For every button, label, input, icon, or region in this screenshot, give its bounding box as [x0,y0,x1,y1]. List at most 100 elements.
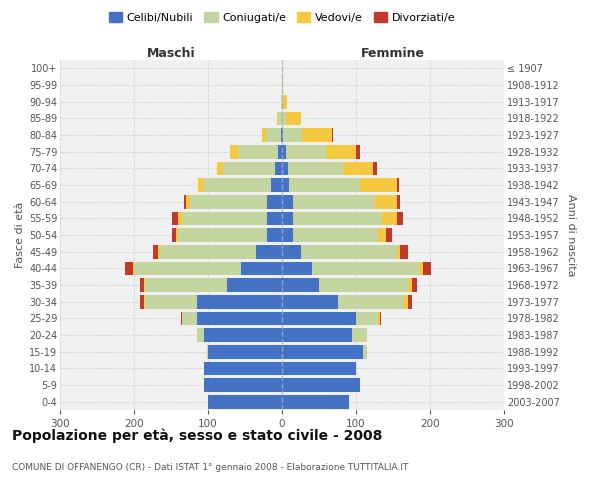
Bar [288,162,343,175]
Bar [282,145,286,158]
Bar [374,195,397,208]
Bar [286,145,326,158]
Bar [267,228,282,242]
Bar [271,178,282,192]
Bar [152,245,158,258]
Bar [282,328,352,342]
Bar [378,312,380,325]
Bar [283,95,287,108]
Bar [282,228,293,242]
Bar [282,295,337,308]
Bar [282,312,356,325]
Bar [282,278,319,292]
Bar [408,278,412,292]
Bar [172,228,176,242]
Bar [266,128,281,142]
Bar [133,262,134,275]
Bar [282,95,283,108]
Bar [181,312,182,325]
Text: COMUNE DI OFFANENGO (CR) - Dati ISTAT 1° gennaio 2008 - Elaborazione TUTTITALIA.: COMUNE DI OFFANENGO (CR) - Dati ISTAT 1°… [12,463,409,472]
Bar [158,245,160,258]
Bar [378,228,386,242]
Bar [217,162,223,175]
Bar [282,128,283,142]
Bar [319,278,408,292]
Bar [176,228,178,242]
Bar [125,262,133,275]
Bar [278,112,282,125]
Bar [283,128,302,142]
Bar [277,112,278,125]
Bar [332,128,333,142]
Bar [343,162,373,175]
Bar [172,212,178,225]
Bar [256,245,282,258]
Bar [140,295,143,308]
Bar [380,312,381,325]
Bar [238,145,278,158]
Bar [206,345,208,358]
Bar [282,162,288,175]
Bar [397,178,399,192]
Bar [382,212,397,225]
Bar [182,212,267,225]
Bar [301,245,397,258]
Bar [178,228,267,242]
Bar [184,195,186,208]
Bar [422,262,431,275]
Bar [282,362,356,375]
Bar [293,212,382,225]
Bar [286,112,301,125]
Bar [386,228,392,242]
Bar [337,295,404,308]
Bar [282,212,293,225]
Bar [282,195,293,208]
Bar [204,328,282,342]
Bar [223,162,275,175]
Bar [397,245,400,258]
Bar [282,78,283,92]
Bar [204,362,282,375]
Bar [282,178,289,192]
Legend: Celibi/Nubili, Coniugati/e, Vedovi/e, Divorziati/e: Celibi/Nubili, Coniugati/e, Vedovi/e, Di… [104,8,460,28]
Bar [281,95,282,108]
Bar [241,262,282,275]
Bar [182,312,197,325]
Bar [356,312,378,325]
Bar [397,212,403,225]
Bar [197,328,204,342]
Bar [282,245,301,258]
Bar [373,162,377,175]
Bar [326,145,356,158]
Bar [186,195,190,208]
Bar [293,195,374,208]
Bar [204,378,282,392]
Bar [356,145,360,158]
Bar [289,178,360,192]
Bar [352,328,367,342]
Bar [397,195,400,208]
Bar [400,245,408,258]
Bar [293,228,378,242]
Bar [275,162,282,175]
Text: Femmine: Femmine [361,47,425,60]
Bar [262,128,266,142]
Bar [282,345,364,358]
Text: Popolazione per età, sesso e stato civile - 2008: Popolazione per età, sesso e stato civil… [12,428,382,443]
Bar [267,195,282,208]
Bar [408,295,412,308]
Bar [227,278,282,292]
Bar [199,178,204,192]
Bar [197,295,282,308]
Bar [404,295,408,308]
Bar [143,278,145,292]
Text: Maschi: Maschi [146,47,196,60]
Y-axis label: Anni di nascita: Anni di nascita [566,194,577,276]
Bar [190,195,267,208]
Bar [282,378,360,392]
Bar [360,178,397,192]
Y-axis label: Fasce di età: Fasce di età [14,202,25,268]
Bar [364,345,367,358]
Bar [160,245,256,258]
Bar [419,262,422,275]
